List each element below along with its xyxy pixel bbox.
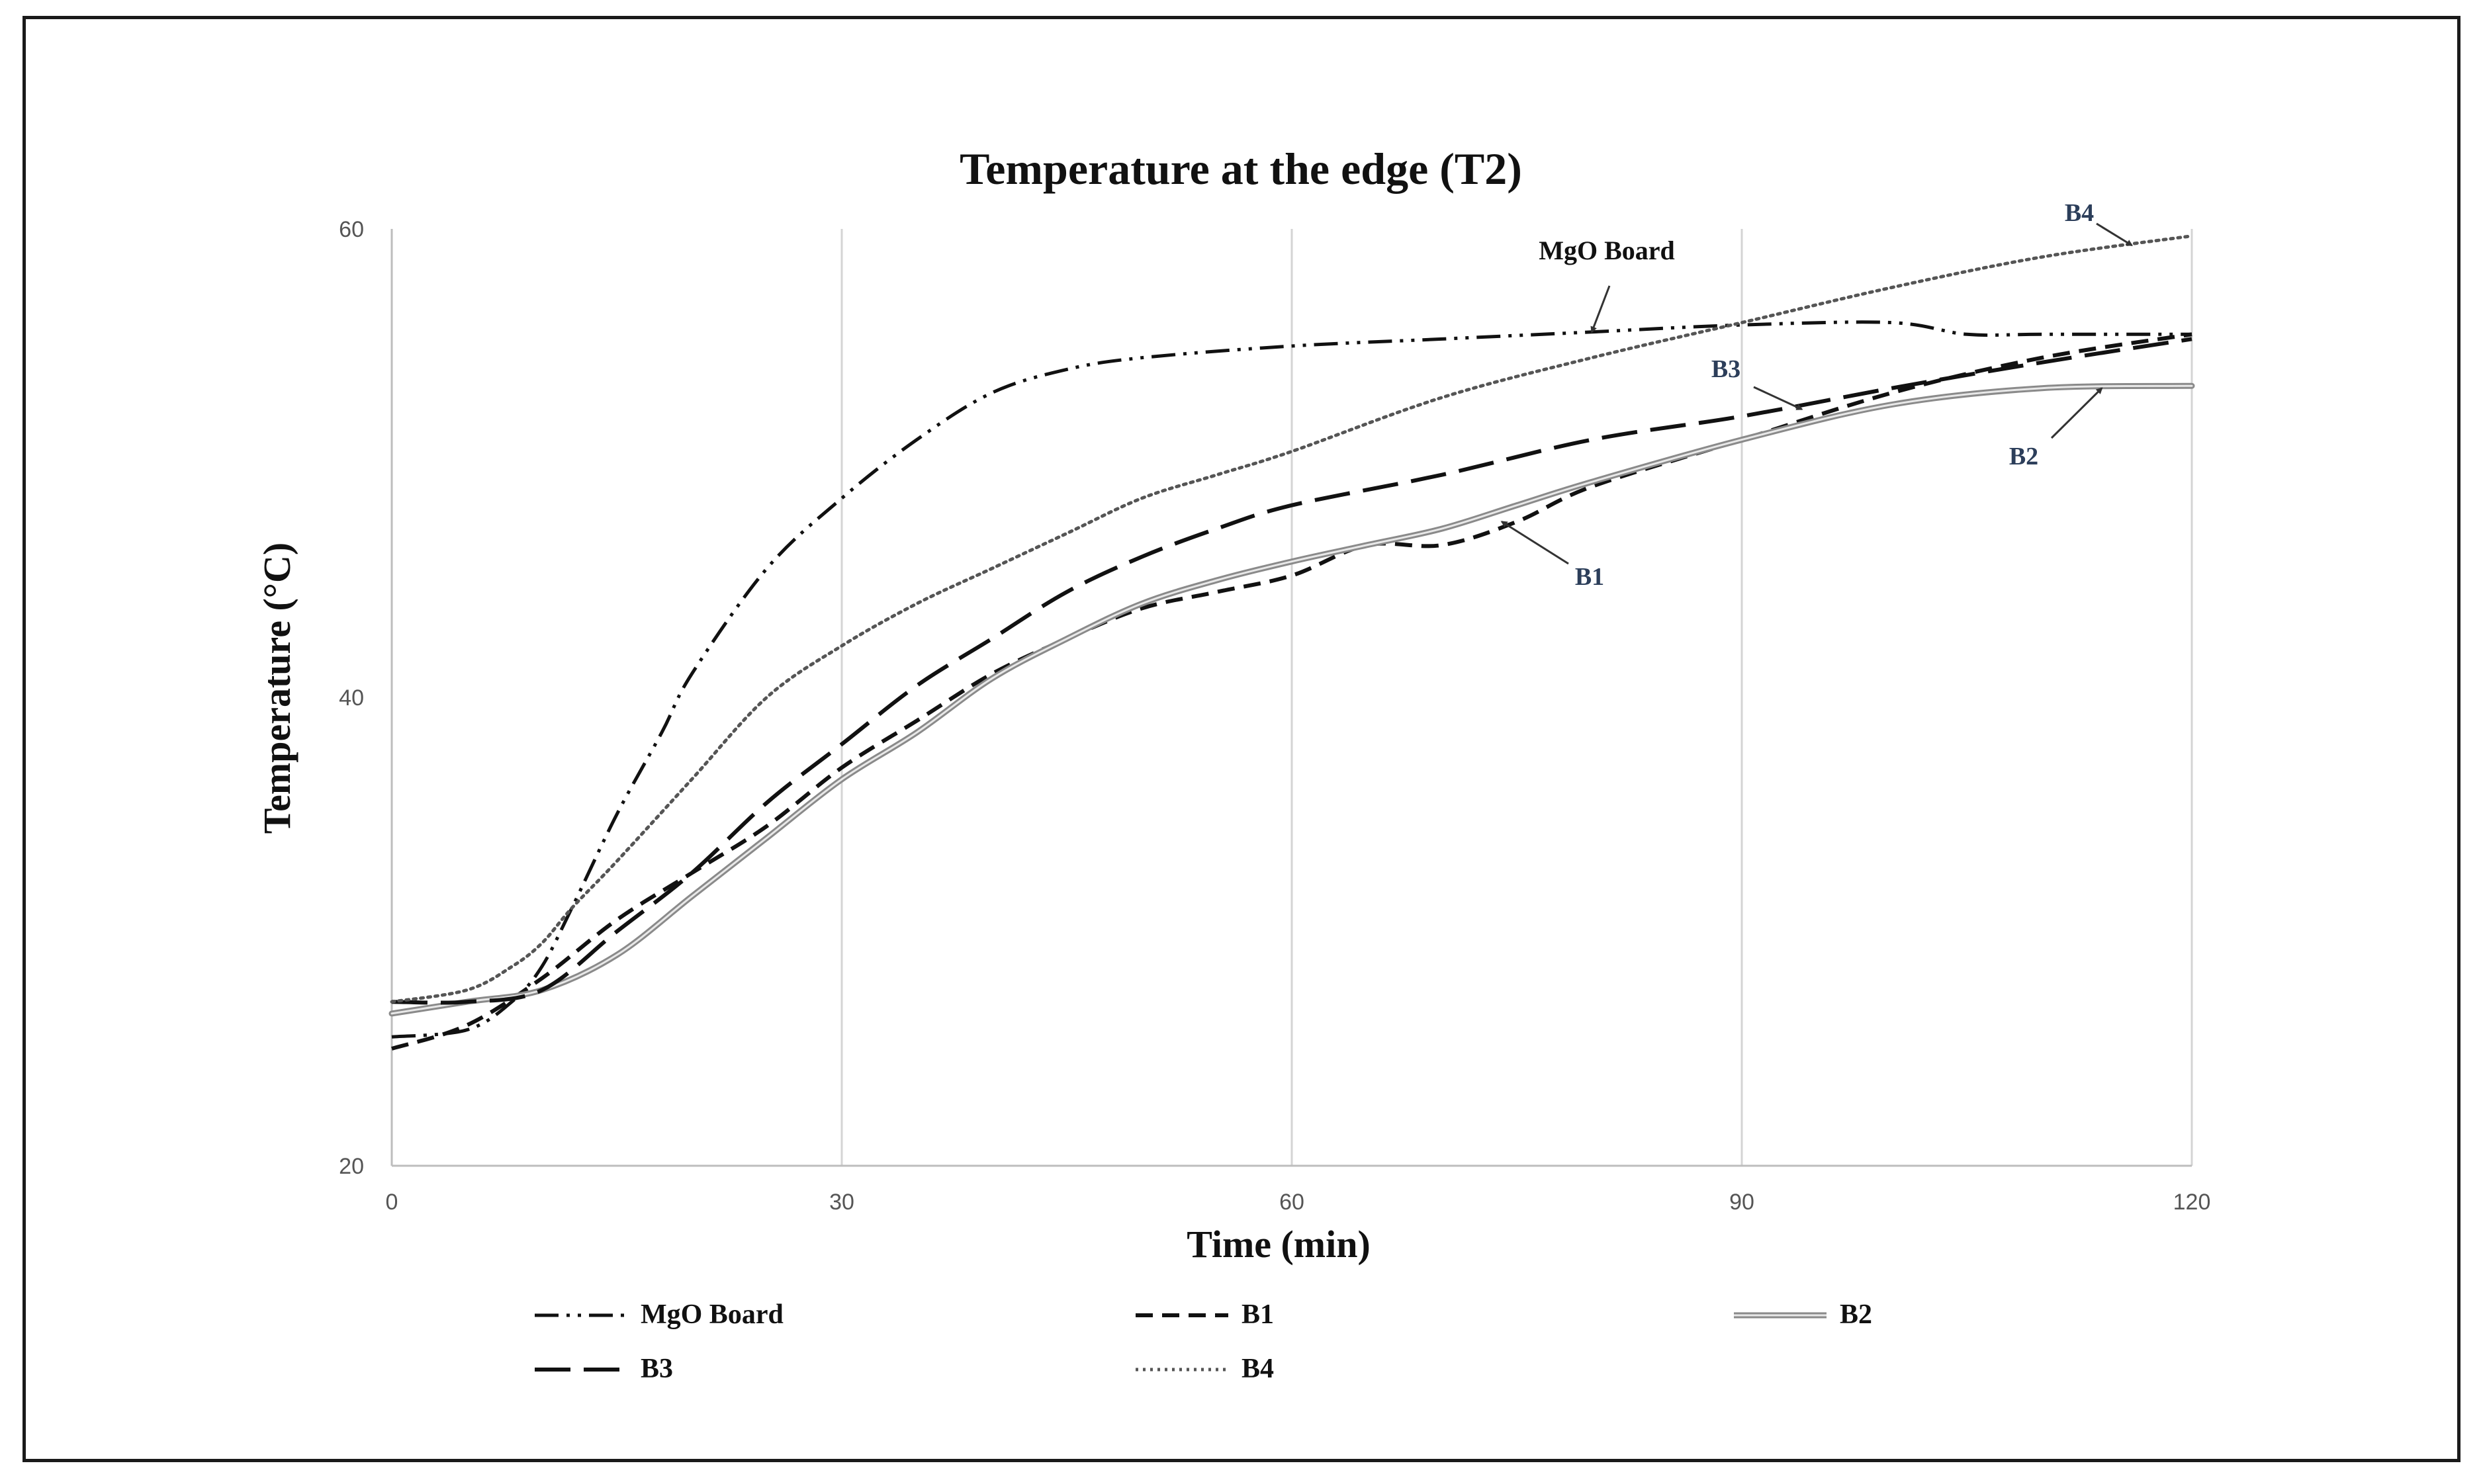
series-line-b4 — [390, 234, 2194, 1004]
series-line-mgo-board — [391, 320, 2192, 1039]
y-axis-label: Temperature (°C) — [255, 543, 298, 834]
annotation-arrow-b4 — [2096, 222, 2134, 247]
annotation-arrow-b1 — [1500, 521, 1569, 565]
x-tick-label: 90 — [1729, 1190, 1754, 1215]
series-line-b2-core — [390, 384, 2193, 1015]
legend: MgO Board B1 B2 B3 B4 — [535, 1299, 1872, 1384]
x-tick-label: 0 — [386, 1190, 398, 1215]
y-tick-label: 20 — [339, 1154, 364, 1179]
annotation-label-b2: B2 — [2009, 443, 2038, 470]
legend-label-b1: B1 — [1242, 1299, 1274, 1330]
x-tick-labels: 0 30 60 90 120 — [386, 1190, 2211, 1215]
x-tick-label: 60 — [1279, 1190, 1304, 1215]
annotation-label-b1: B1 — [1575, 563, 1604, 591]
annotation-label-mgo-board: MgO Board — [1539, 236, 1675, 265]
legend-label-mgo-board: MgO Board — [641, 1299, 784, 1330]
axes — [390, 229, 2192, 1167]
annotation-label-b4: B4 — [2065, 199, 2094, 227]
legend-label-b3: B3 — [641, 1354, 673, 1384]
series-lines — [388, 234, 2195, 1051]
x-tick-label: 120 — [2173, 1190, 2211, 1215]
chart-title: Temperature at the edge (T2) — [960, 144, 1522, 194]
figure-frame — [23, 16, 2460, 1462]
x-tick-label: 30 — [829, 1190, 854, 1215]
annotation-label-b3: B3 — [1711, 355, 1740, 383]
series-line-b3 — [391, 337, 2192, 1005]
y-tick-label: 60 — [339, 217, 364, 242]
grid-lines — [840, 229, 2193, 1166]
annotation-arrow-mgo-board — [1590, 285, 1611, 333]
annotation-arrow-b3 — [1753, 386, 1803, 410]
annotation-arrow-b2 — [2050, 387, 2103, 439]
annotations: MgO Board B1 B2 B3 B4 — [1500, 199, 2134, 591]
y-tick-labels: 20 40 60 — [339, 217, 364, 1179]
x-axis-label: Time (min) — [1187, 1223, 1371, 1266]
legend-label-b2: B2 — [1840, 1299, 1872, 1330]
legend-label-b4: B4 — [1242, 1354, 1274, 1384]
y-tick-label: 40 — [339, 685, 364, 711]
